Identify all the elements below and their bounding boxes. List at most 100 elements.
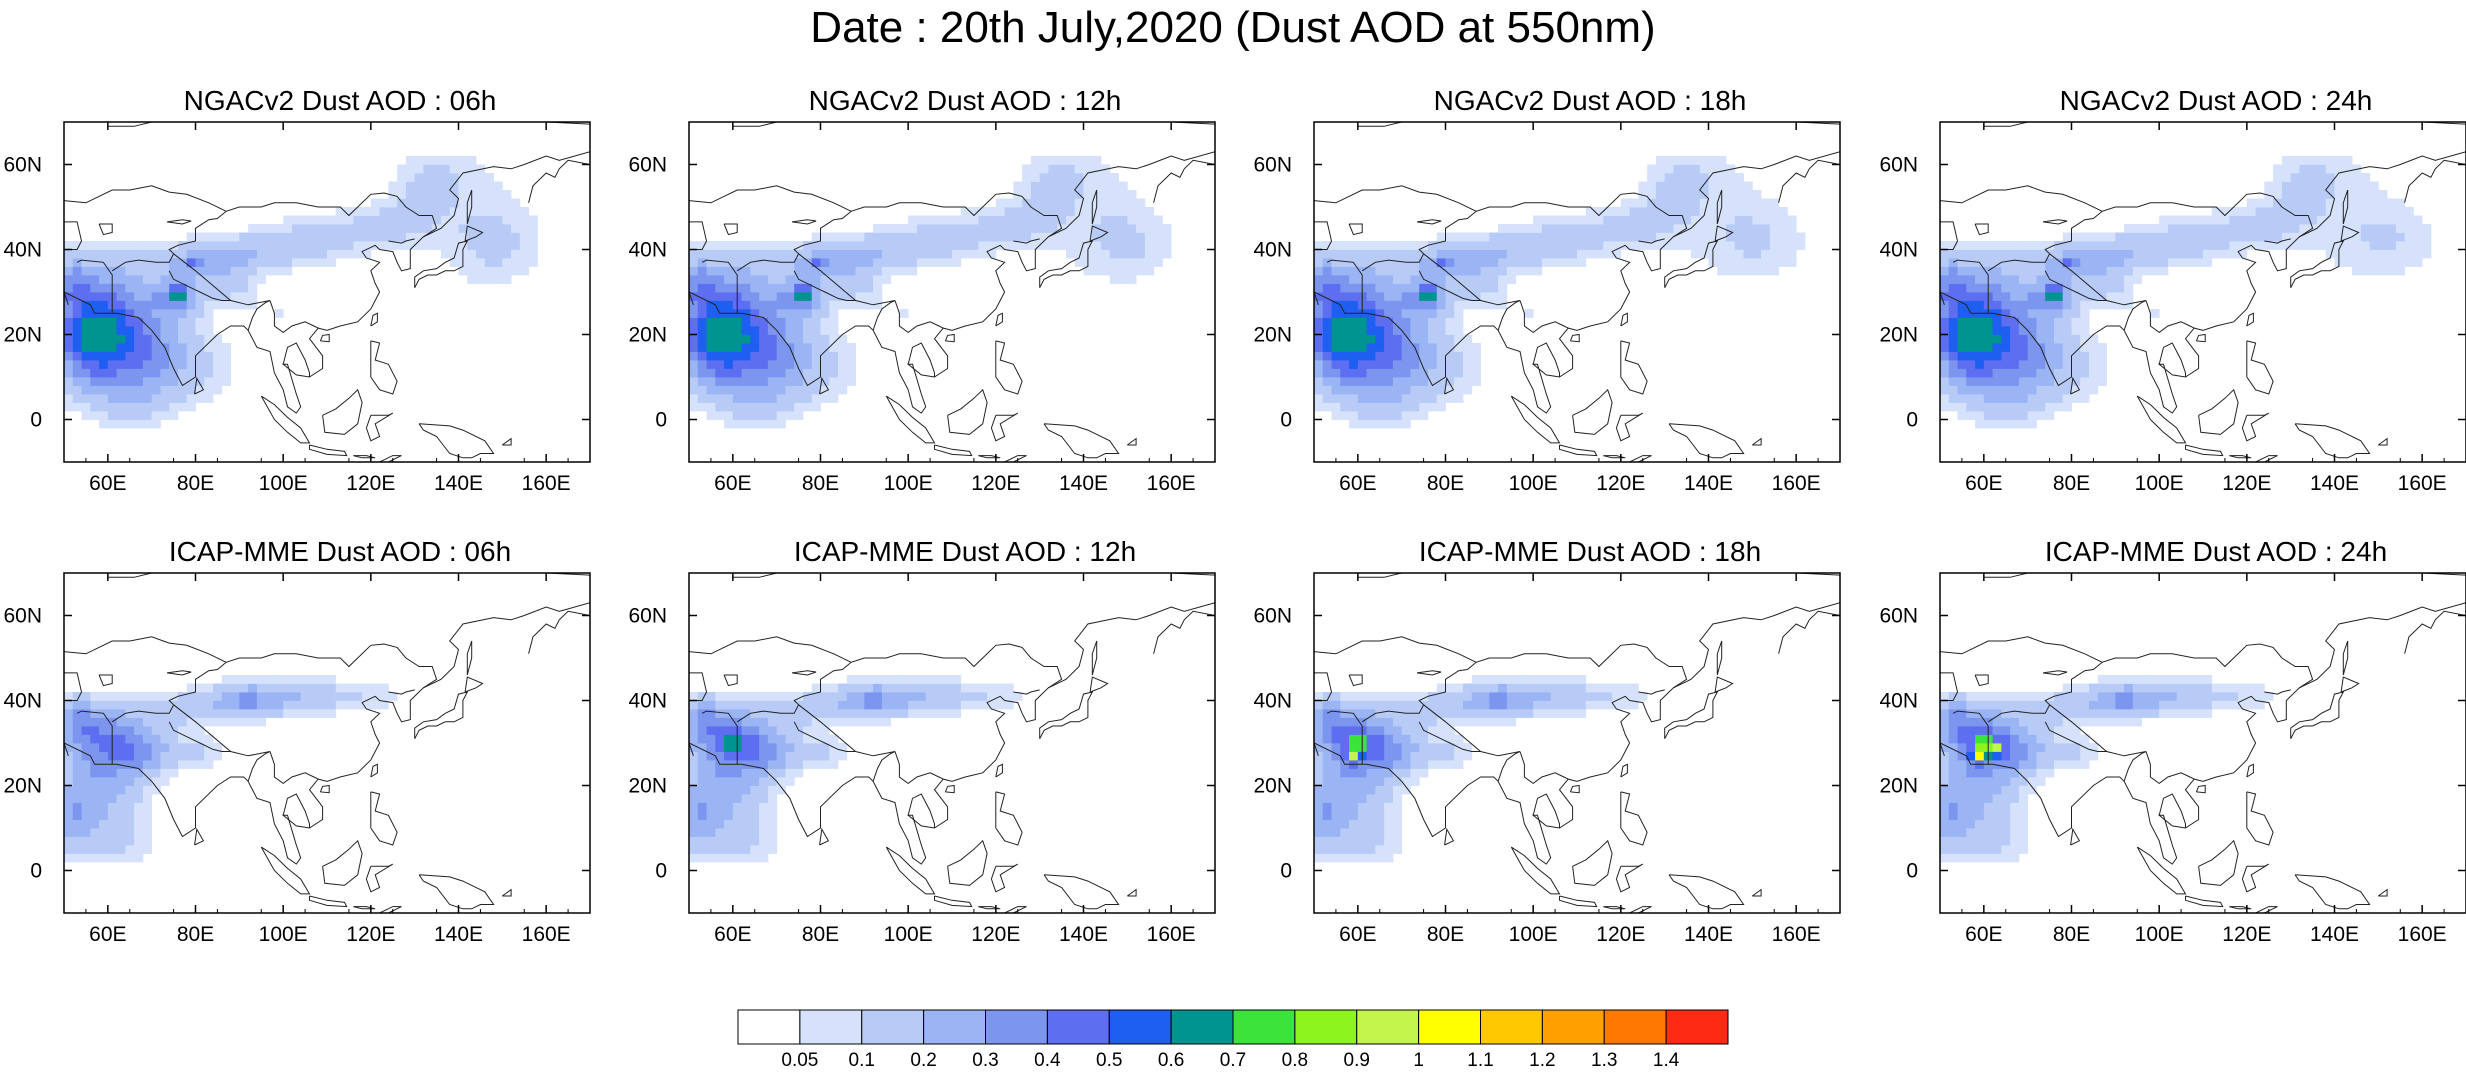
aod-cell bbox=[1322, 266, 1332, 276]
aod-cell bbox=[811, 258, 821, 267]
aod-cell bbox=[2010, 266, 2020, 276]
aod-cell bbox=[2334, 173, 2344, 182]
aod-cell bbox=[1331, 368, 1341, 378]
aod-cell bbox=[1708, 164, 1718, 174]
aod-cell bbox=[2106, 249, 2116, 259]
aod-cell bbox=[1314, 394, 1324, 403]
aod-cell bbox=[1314, 692, 1324, 701]
aod-cell bbox=[759, 360, 769, 369]
aod-cell bbox=[811, 249, 821, 259]
aod-cell bbox=[1940, 768, 1950, 778]
aod-cell bbox=[969, 683, 979, 693]
aod-cell bbox=[449, 181, 459, 191]
aod-cell bbox=[724, 768, 734, 778]
aod-cell bbox=[1489, 283, 1499, 293]
aod-cell bbox=[1603, 215, 1613, 225]
aod-cell bbox=[715, 802, 725, 812]
aod-cell bbox=[1983, 385, 1994, 395]
aod-cell bbox=[1948, 351, 1958, 361]
aod-cell bbox=[2132, 258, 2143, 267]
aod-cell bbox=[2001, 283, 2011, 293]
aod-cell bbox=[2010, 794, 2020, 803]
aod-cell bbox=[908, 258, 918, 267]
aod-cell bbox=[2352, 249, 2362, 259]
aod-cell bbox=[741, 836, 751, 846]
aod-cell bbox=[344, 207, 354, 216]
lat-tick-label: 20N bbox=[1879, 775, 1918, 798]
aod-cell bbox=[125, 760, 135, 769]
aod-cell bbox=[1489, 675, 1499, 684]
aod-cell bbox=[706, 734, 716, 744]
aod-cell bbox=[335, 215, 345, 225]
aod-cell bbox=[2010, 836, 2020, 846]
aod-cell bbox=[90, 258, 100, 267]
coastline bbox=[978, 906, 1001, 910]
aod-cell bbox=[1975, 734, 1985, 744]
aod-cell bbox=[195, 360, 205, 369]
aod-cell bbox=[1966, 343, 1976, 352]
lat-tick-label: 60N bbox=[1253, 605, 1292, 628]
aod-cell bbox=[2018, 794, 2029, 803]
aod-cell bbox=[2194, 258, 2204, 267]
aod-cell bbox=[724, 734, 734, 744]
aod-cell bbox=[1992, 768, 2002, 778]
aod-cell bbox=[2071, 258, 2081, 267]
aod-cell bbox=[2071, 275, 2081, 284]
aod-cell bbox=[2089, 275, 2099, 284]
aod-cell bbox=[2194, 709, 2204, 718]
aod-cell bbox=[1471, 683, 1481, 693]
aod-cell bbox=[2387, 266, 2397, 276]
aod-cell bbox=[767, 292, 778, 301]
colorbar-swatch bbox=[737, 1009, 801, 1045]
aod-cell bbox=[1717, 207, 1727, 216]
colorbar-swatch bbox=[985, 1009, 1048, 1045]
panel-title: NGACv2 Dust AOD : 12h bbox=[808, 85, 1122, 116]
aod-cell bbox=[2053, 241, 2064, 250]
aod-cell bbox=[177, 734, 188, 744]
aod-cell bbox=[248, 241, 258, 250]
colorbar-swatch bbox=[1356, 1009, 1420, 1045]
aod-cell bbox=[732, 317, 743, 327]
lat-tick-label: 60N bbox=[1253, 154, 1292, 177]
aod-cell bbox=[142, 785, 153, 795]
aod-cell bbox=[776, 377, 786, 386]
aod-cell bbox=[1039, 224, 1049, 233]
aod-cell bbox=[2001, 266, 2011, 276]
aod-cell bbox=[785, 692, 795, 701]
aod-cell bbox=[1340, 249, 1350, 259]
aod-cell bbox=[160, 751, 170, 761]
coastline bbox=[2342, 640, 2349, 676]
aod-cell bbox=[1419, 768, 1429, 778]
aod-cell bbox=[715, 794, 725, 803]
aod-cell bbox=[1392, 309, 1403, 318]
aod-cell bbox=[2273, 232, 2283, 242]
aod-cell bbox=[1489, 292, 1499, 301]
aod-cell bbox=[1375, 300, 1385, 310]
aod-cell bbox=[1769, 207, 1780, 216]
aod-cell bbox=[2334, 224, 2344, 233]
aod-cell bbox=[1384, 751, 1394, 761]
coastline bbox=[1348, 223, 1363, 236]
aod-cell bbox=[213, 709, 223, 718]
aod-cell bbox=[1948, 343, 1958, 352]
aod-cell bbox=[1048, 181, 1058, 191]
aod-cell bbox=[741, 845, 751, 854]
aod-cell bbox=[440, 181, 451, 191]
aod-cell bbox=[943, 258, 953, 267]
aod-cell bbox=[300, 709, 310, 718]
aod-cell bbox=[2281, 181, 2292, 191]
aod-cell bbox=[846, 266, 856, 276]
aod-cell bbox=[1673, 232, 1683, 242]
aod-cell bbox=[221, 275, 231, 284]
aod-cell bbox=[1366, 777, 1376, 786]
aod-cell bbox=[64, 394, 74, 403]
aod-cell bbox=[785, 751, 795, 761]
aod-cell bbox=[476, 266, 486, 276]
aod-cell bbox=[2018, 700, 2029, 710]
aod-cell bbox=[2089, 743, 2099, 752]
aod-cell bbox=[2027, 734, 2037, 744]
aod-cell bbox=[151, 249, 161, 259]
aod-cell bbox=[1655, 173, 1666, 182]
aod-cell bbox=[1568, 258, 1578, 267]
aod-cell bbox=[265, 675, 275, 684]
